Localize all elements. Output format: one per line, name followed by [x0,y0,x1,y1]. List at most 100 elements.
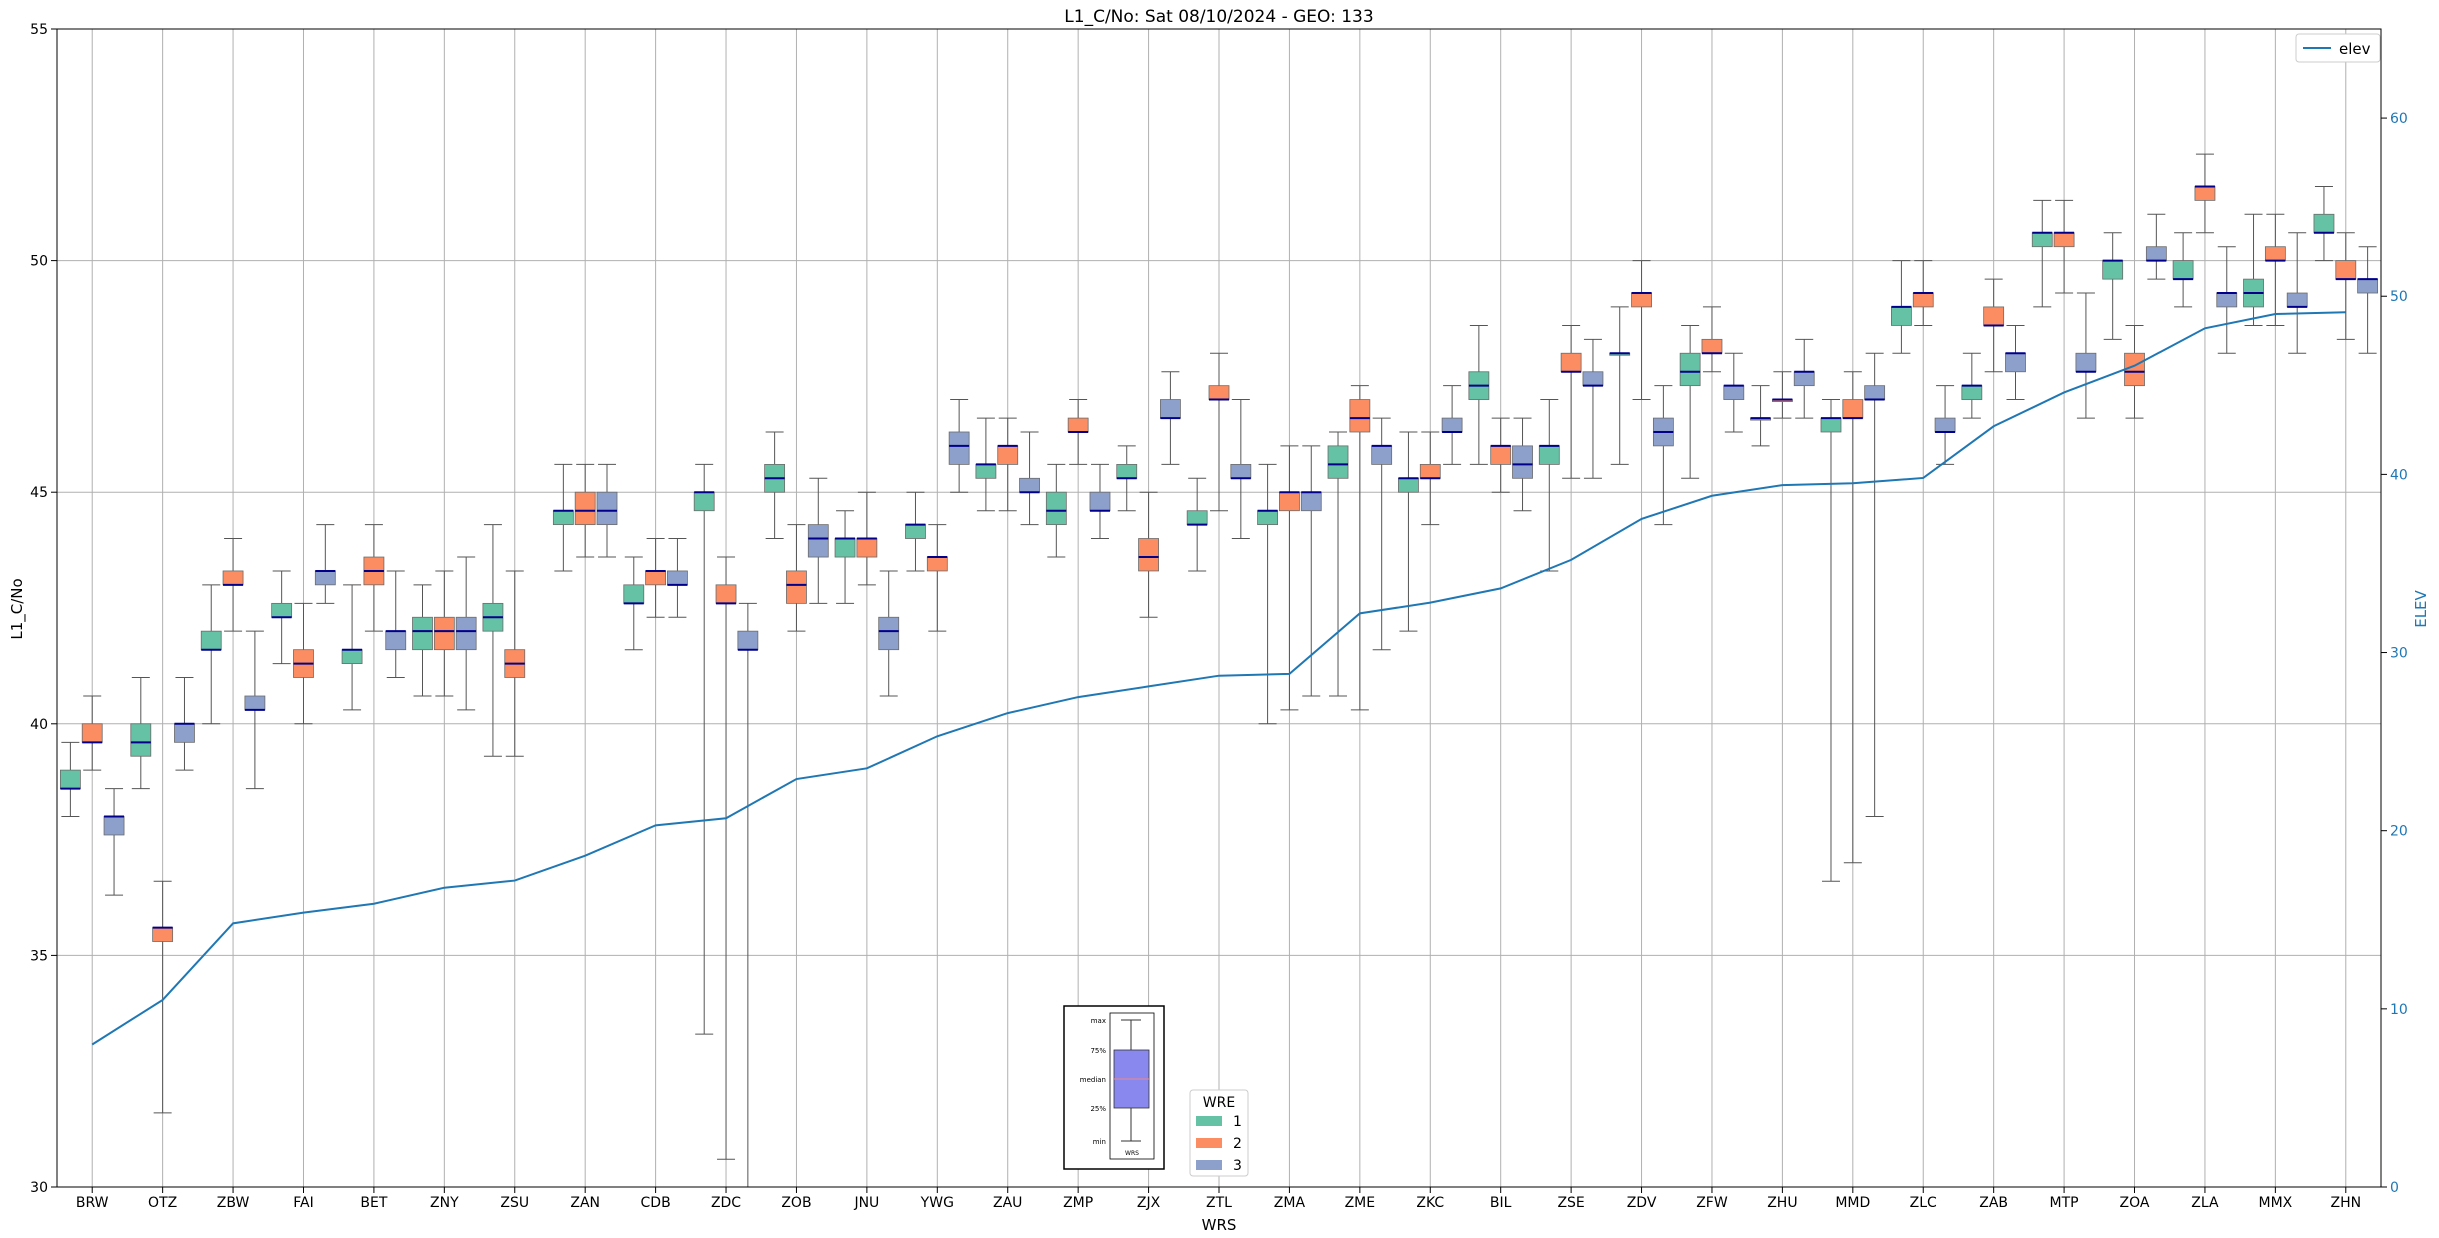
box-wre-1 [2102,260,2124,280]
x-tick-label: ZAB [1979,1195,2008,1211]
box-wre-1 [200,630,222,651]
box-wre-2 [2264,246,2286,261]
x-tick-label: MMD [1835,1195,1870,1211]
wre-legend-frame [1189,1089,1249,1177]
box-wre-1 [693,491,715,512]
elev-legend-frame [2295,33,2381,63]
box-wre-2 [926,556,948,572]
x-tick-label: OTZ [148,1195,177,1211]
elev-line [91,311,2346,1046]
x-tick-label: ZJX [1137,1195,1161,1211]
box-wre-2 [2335,260,2357,280]
box-wre-3 [2286,292,2308,308]
x-tick-label: YWG [920,1195,954,1211]
box-wre-3 [737,630,759,651]
x-tick-label: ZMA [1274,1195,1306,1211]
box-wre-3 [1793,371,1815,387]
x-tick-label: ZLC [1910,1195,1937,1211]
x-tick-label: ZHU [1767,1195,1797,1211]
box-wre-1 [1891,306,1912,326]
y-tick-label: 45 [30,485,48,501]
box-plots [59,153,2379,1187]
y2-tick-label: 20 [2390,824,2408,840]
y2-axis-label: ELEV [2412,589,2430,627]
box-wre-3 [1864,385,1886,400]
box-wre-1 [2172,260,2194,280]
x-tick-label: ZBW [217,1195,250,1211]
box-wre-3 [667,570,688,586]
box-wre-1 [623,584,645,604]
box-wre-1 [59,769,81,790]
box-wre-2 [1842,399,1864,419]
x-tick-label: CDB [641,1195,671,1211]
x-tick-label: ZOB [781,1195,811,1211]
box-wre-3 [2005,352,2026,373]
x-tick-label: ZMP [1063,1195,1093,1211]
box-wre-1 [341,649,363,664]
y2-tick-label: 30 [2390,646,2408,662]
box-wre-1 [905,524,926,539]
x-tick-label: ZHN [2330,1195,2361,1211]
box-key-inset: max 75% median 25% min WRS [1063,1005,1165,1170]
x-tick-label: ZSU [500,1195,529,1211]
box-wre-2 [856,538,878,558]
y-axis-label: L1_C/No [8,578,27,639]
box-wre-3 [1582,371,1604,387]
wre-legend-title: WRE [1203,1095,1235,1111]
box-wre-2 [1983,306,2005,326]
box-wre-2 [433,616,455,651]
box-wre-1 [552,510,574,526]
box-wre-1 [1961,385,1983,400]
x-tick-label: BIL [1490,1195,1512,1211]
box-wre-1 [1116,464,1138,479]
box-wre-2 [2194,186,2216,201]
y2-tick-label: 50 [2390,289,2408,305]
wre-legend-label-3: 3 [1233,1158,1242,1174]
y-tick-label: 35 [30,948,48,964]
box-wre-1 [975,464,997,479]
wre-legend-swatch-2 [1196,1138,1222,1148]
chart-title: L1_C/No: Sat 08/10/2024 - GEO: 133 [1064,7,1373,27]
x-tick-label: ZDC [711,1195,741,1211]
x-tick-label: ZNY [430,1195,459,1211]
box-wre-3 [455,616,477,651]
x-tick-label: ZDV [1627,1195,1657,1211]
box-wre-3 [2075,352,2097,373]
box-key-label-median: median [1080,1076,1106,1084]
box-key-label-q3: 75% [1090,1047,1106,1055]
box-wre-3 [314,570,336,586]
elev-line-layer [91,311,2346,1046]
box-wre-1 [412,616,433,651]
box-wre-3 [1371,445,1393,465]
y-tick-label: 55 [30,22,48,38]
x-tick-label: ZME [1345,1195,1376,1211]
elev-legend-label: elev [2339,40,2371,58]
box-wre-1 [1398,477,1419,493]
box-wre-1 [1045,491,1067,526]
box-wre-1 [1257,510,1278,526]
box-wre-1 [1820,417,1842,433]
box-wre-3 [103,816,125,836]
x-tick-label: ZKC [1416,1195,1444,1211]
elev-legend: elev [2295,33,2381,63]
x-tick-label: ZAN [570,1195,600,1211]
box-wre-2 [786,570,807,604]
box-wre-3 [2145,246,2167,261]
box-wre-2 [81,723,103,743]
box-wre-1 [271,602,293,618]
box-wre-1 [1679,352,1701,387]
box-wre-2 [1419,464,1441,479]
box-key-label-min: min [1093,1138,1106,1146]
y-tick-label: 50 [30,254,48,270]
box-wre-3 [1441,417,1463,433]
x-tick-label: ZOA [2120,1195,2150,1211]
box-wre-2 [2124,352,2145,387]
plot-frame [56,28,2382,1188]
x-tick-label: ZFW [1696,1195,1728,1211]
box-wre-1 [2313,213,2335,234]
box-wre-2 [1631,292,1652,308]
box-key-xlabel: WRS [1125,1150,1139,1157]
wre-legend-label-1: 1 [1233,1114,1242,1130]
